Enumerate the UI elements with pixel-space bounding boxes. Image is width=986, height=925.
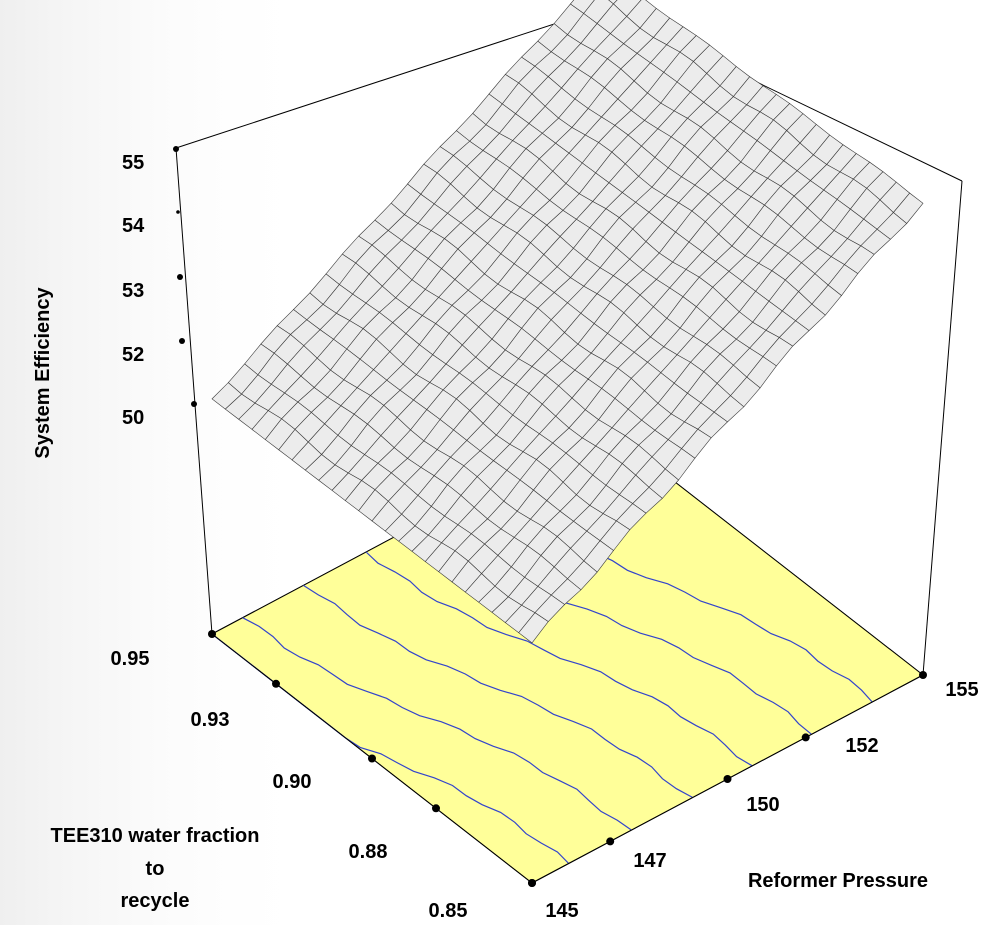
- y-tick-label-0.93: 0.93: [191, 709, 230, 731]
- y-tick-mark-0.95: [208, 630, 216, 638]
- frame-right-vertical: [922, 180, 963, 676]
- z-tick-mark-52: [179, 338, 185, 344]
- contour-line-2: [242, 617, 632, 831]
- y-tick-mark-0.85: [528, 879, 536, 887]
- z-tick-label-53: 53: [122, 280, 144, 302]
- surface-cell-0-0: [518, 612, 549, 644]
- background-shade: [0, 0, 320, 925]
- x-axis-title: Reformer Pressure: [748, 870, 928, 892]
- frame-top-left-edge: [175, 7, 604, 149]
- x-tick-label-150: 150: [746, 794, 779, 816]
- y-tick-mark-0.93: [272, 679, 280, 688]
- z-tick-mark-55: [173, 146, 179, 152]
- y-tick-label-0.85: 0.85: [429, 900, 468, 922]
- z-tick-label-55: 55: [122, 152, 144, 174]
- x-tick-label-145: 145: [545, 900, 578, 922]
- x-tick-mark-147: [606, 837, 615, 846]
- y-tick-label-0.88: 0.88: [349, 841, 388, 863]
- contour-line-3: [303, 584, 693, 799]
- z-tick-label-50: 50: [122, 407, 144, 429]
- z-tick-mark-50: [191, 401, 197, 407]
- x-tick-label-152: 152: [845, 735, 878, 757]
- y-tick-mark-0.88: [432, 804, 440, 813]
- y-axis-title-line-3: recycle: [121, 890, 190, 912]
- y-tick-mark-0.90: [368, 754, 376, 763]
- z-tick-label-52: 52: [122, 344, 144, 366]
- x-tick-label-147: 147: [633, 850, 666, 872]
- x-tick-label-155: 155: [945, 679, 978, 701]
- y-tick-label-0.95: 0.95: [111, 648, 150, 670]
- y-tick-label-0.90: 0.90: [273, 771, 312, 793]
- y-axis-title-line-2: to: [146, 858, 165, 880]
- surface-mesh: [211, 0, 924, 644]
- z-tick-mark-53: [177, 274, 183, 280]
- contour-line-4: [365, 551, 753, 767]
- y-axis-title-line-1: TEE310 water fraction: [51, 825, 260, 847]
- z-axis-title: System Efficiency: [32, 287, 54, 459]
- x-tick-mark-155: [919, 671, 927, 679]
- z-tick-mark-54: [176, 210, 180, 214]
- z-tick-label-54: 54: [122, 215, 145, 237]
- frame-left-vertical: [175, 147, 213, 635]
- x-tick-mark-152: [801, 733, 810, 742]
- x-tick-mark-150: [723, 775, 732, 783]
- axis-ticks: 50 52 53 54 55 145 147 150 152 155 0.85 0.88 0.90 0.9…: [111, 146, 979, 922]
- surface-cell-23-22: [608, 0, 618, 5]
